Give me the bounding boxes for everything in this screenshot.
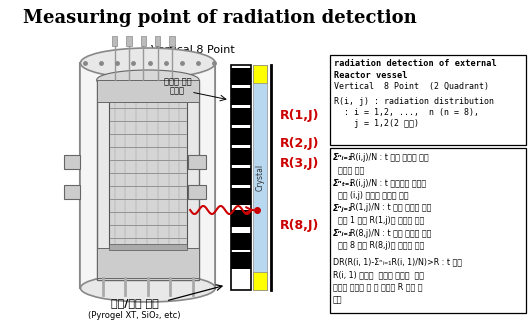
Bar: [112, 36, 117, 46]
Text: R(i, 1) 위치의  방사선 준위와  평균: R(i, 1) 위치의 방사선 준위와 평균: [333, 270, 424, 279]
Bar: [232, 65, 251, 290]
Ellipse shape: [80, 274, 215, 302]
Text: R(i,j)/N : t 시점 원자로 벽면: R(i,j)/N : t 시점 원자로 벽면: [350, 153, 428, 162]
Text: 메이터: 메이터: [170, 86, 185, 96]
Bar: [80, 63, 215, 288]
Text: Σⁿᵢ₌₁: Σⁿᵢ₌₁: [333, 153, 352, 162]
Text: 내열/방열 소재: 내열/방열 소재: [111, 298, 158, 308]
Text: j = 1,2(2 분면): j = 1,2(2 분면): [334, 120, 419, 128]
Text: Vertical  8 Point  (2 Quadrant): Vertical 8 Point (2 Quadrant): [334, 82, 489, 90]
Ellipse shape: [97, 70, 199, 90]
Text: Σⁿⱼ₌₁: Σⁿⱼ₌₁: [333, 203, 352, 213]
Text: R(i, j) : radiation distribution: R(i, j) : radiation distribution: [334, 98, 494, 107]
Text: DR(R(i, 1)-Σⁿᵢ₌₁R(i, 1)/N)>R : t 시점: DR(R(i, 1)-Σⁿᵢ₌₁R(i, 1)/N)>R : t 시점: [333, 257, 462, 266]
Text: 하부 8 위치 R(8,j)의 방사선 평균: 하부 8 위치 R(8,j)의 방사선 평균: [338, 241, 424, 250]
Text: R(1,J): R(1,J): [280, 109, 320, 122]
Bar: [330, 148, 526, 313]
Text: 방사선 준위의 차 가 일정값 R 보다 큰: 방사선 준위의 차 가 일정값 R 보다 큰: [333, 282, 423, 292]
Text: R(1,j)/N : t 시점 원자로 벽면: R(1,j)/N : t 시점 원자로 벽면: [350, 203, 432, 213]
Bar: [232, 168, 251, 185]
Text: R(3,J): R(3,J): [280, 157, 320, 170]
Text: Vertical 8 Point: Vertical 8 Point: [151, 45, 235, 55]
Bar: [253, 272, 268, 290]
Bar: [232, 188, 251, 205]
Text: Crystal: Crystal: [256, 164, 264, 191]
Text: R(i,j)/N : t 시점까지 원자로: R(i,j)/N : t 시점까지 원자로: [350, 178, 426, 188]
Text: Reactor vessel: Reactor vessel: [334, 71, 407, 80]
Bar: [188, 155, 206, 169]
Text: R(8,j)/N : t 시점 원자로 벽면: R(8,j)/N : t 시점 원자로 벽면: [350, 228, 432, 238]
Bar: [232, 68, 251, 85]
Bar: [97, 80, 199, 102]
Bar: [232, 252, 251, 269]
Bar: [126, 36, 132, 46]
Bar: [330, 55, 526, 145]
Text: 방사선 평균: 방사선 평균: [338, 166, 364, 175]
Text: Σⁿᵢ₌₁: Σⁿᵢ₌₁: [333, 228, 352, 238]
Ellipse shape: [80, 48, 215, 78]
Text: 상부 1 위치 R(1,j)의 방사선 평균: 상부 1 위치 R(1,j)의 방사선 평균: [338, 216, 424, 225]
Bar: [141, 36, 146, 46]
Bar: [109, 100, 187, 250]
Text: Measuring point of radiation detection: Measuring point of radiation detection: [23, 9, 417, 27]
Text: 경우: 경우: [333, 295, 343, 304]
Bar: [65, 185, 80, 199]
Text: radiation detection of external: radiation detection of external: [334, 59, 497, 69]
Text: 텔스텐 콜리: 텔스텐 콜리: [164, 77, 191, 86]
Bar: [65, 155, 80, 169]
Bar: [97, 80, 199, 280]
Bar: [155, 36, 160, 46]
Text: (Pyrogel XT, SiO₂, etc): (Pyrogel XT, SiO₂, etc): [88, 310, 180, 319]
Bar: [232, 88, 251, 105]
Bar: [253, 65, 268, 290]
Bar: [232, 128, 251, 145]
Bar: [80, 63, 215, 288]
Bar: [232, 148, 251, 165]
Text: : i = 1,2, ...,  n (n = 8),: : i = 1,2, ..., n (n = 8),: [334, 109, 479, 118]
Bar: [232, 108, 251, 125]
Bar: [58, 58, 231, 298]
Text: 벽면 (i,j) 위치의 방사선 평균: 벽면 (i,j) 위치의 방사선 평균: [338, 191, 408, 200]
Text: R(8,J): R(8,J): [280, 218, 320, 231]
Text: R(2,J): R(2,J): [280, 136, 320, 150]
Bar: [109, 244, 187, 250]
Bar: [97, 248, 199, 278]
Bar: [232, 210, 251, 227]
Bar: [188, 185, 206, 199]
Text: Σⁿₜ₌₁: Σⁿₜ₌₁: [333, 178, 354, 188]
Bar: [232, 233, 251, 250]
Bar: [253, 65, 268, 83]
Bar: [169, 36, 175, 46]
